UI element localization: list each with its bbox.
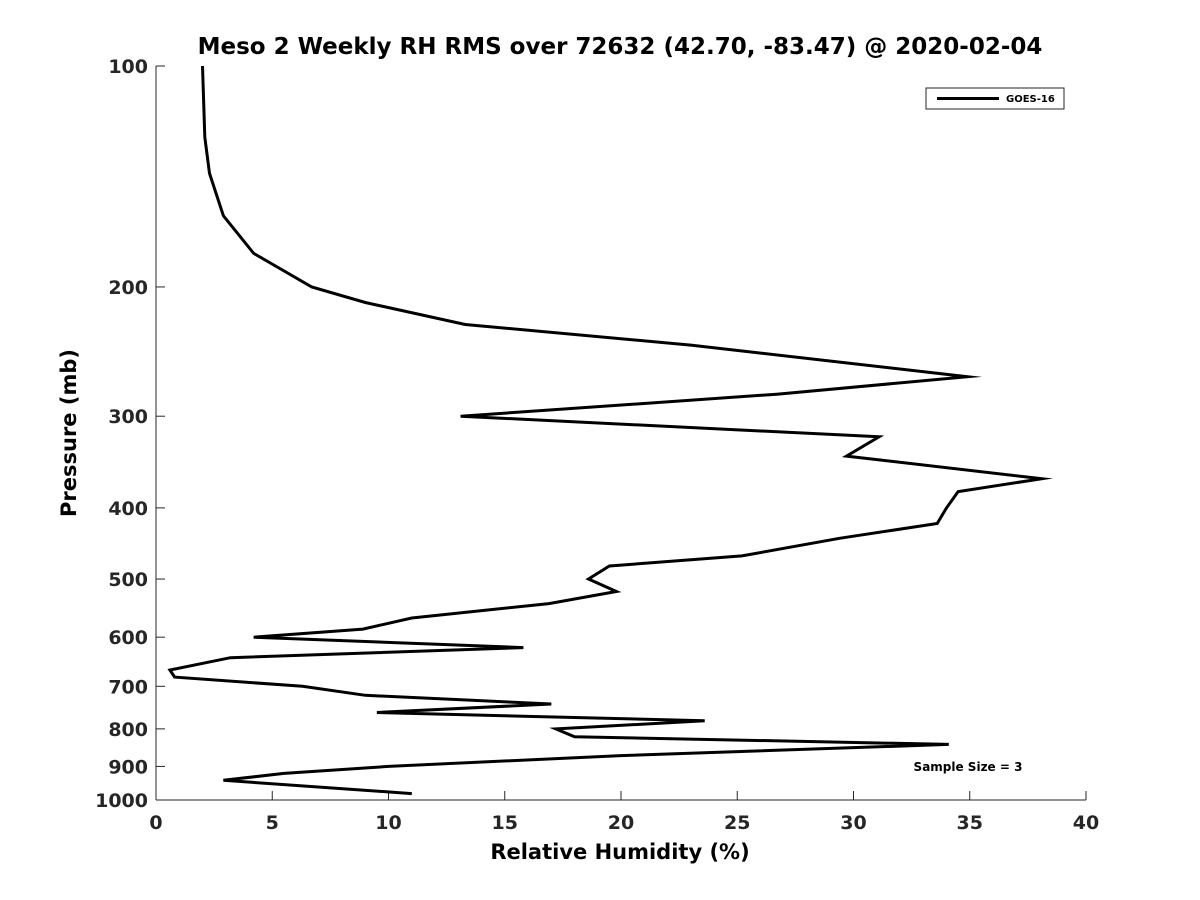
y-tick-label-1000: 1000 [95,790,148,812]
y-tick-label-300: 300 [108,406,148,428]
x-tick-label-0: 0 [149,812,162,834]
legend-label-goes-16: GOES-16 [1006,94,1055,105]
y-axis-title-group: Pressure (mb) [57,349,81,517]
y-tick-label-600: 600 [108,627,148,649]
y-tick-label-800: 800 [108,719,148,741]
x-tick-label-15: 15 [492,812,518,834]
x-tick-label-30: 30 [840,812,866,834]
x-tick-label-5: 5 [266,812,279,834]
y-tick-label-700: 700 [108,676,148,698]
y-tick-label-900: 900 [108,756,148,778]
x-tick-label-40: 40 [1073,812,1099,834]
x-tick-label-10: 10 [375,812,401,834]
x-tick-label-35: 35 [957,812,983,834]
legend: GOES-16 [925,87,1065,110]
series-line-goes-16 [167,65,1054,796]
y-axis-title: Pressure (mb) [57,349,81,517]
sample-size-annotation: Sample Size = 3 [914,760,1023,774]
axes [155,66,1086,801]
series-layer [167,65,1054,796]
x-tick-label-25: 25 [724,812,750,834]
y-tick-label-100: 100 [108,56,148,78]
y-ticks: 100 200 300 400 500 600 700 800 900 1000 [95,56,165,812]
y-tick-label-500: 500 [108,569,148,591]
x-ticks: 0 5 10 15 20 25 30 35 40 [149,791,1099,834]
chart-title: Meso 2 Weekly RH RMS over 72632 (42.70, … [198,34,1043,60]
y-tick-label-200: 200 [108,277,148,299]
x-axis-title: Relative Humidity (%) [490,840,749,864]
y-tick-label-400: 400 [108,498,148,520]
x-tick-label-20: 20 [608,812,634,834]
